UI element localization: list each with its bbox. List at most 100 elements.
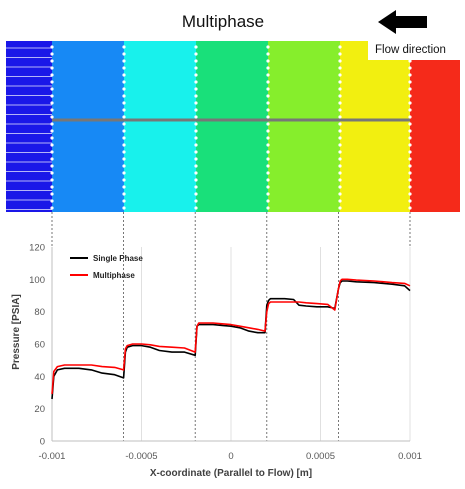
boundary-dot <box>122 73 126 77</box>
boundary-dot <box>194 150 198 154</box>
boundary-dot <box>122 136 126 140</box>
contour-band <box>52 41 124 212</box>
boundary-dot <box>266 45 270 49</box>
flow-arrow-icon <box>378 10 427 34</box>
boundary-dot <box>122 122 126 126</box>
contour-band <box>340 41 410 212</box>
boundary-dot <box>338 101 342 105</box>
boundary-dot <box>408 185 412 189</box>
boundary-dot <box>408 136 412 140</box>
boundary-dot <box>194 206 198 210</box>
y-tick-label: 20 <box>34 404 45 415</box>
boundary-dot <box>338 129 342 133</box>
y-tick-label: 80 <box>34 307 45 318</box>
x-tick-label: -0.0005 <box>125 451 157 462</box>
boundary-dot <box>50 136 54 140</box>
boundary-dot <box>122 66 126 70</box>
boundary-dot <box>266 171 270 175</box>
x-tick-label: 0 <box>228 451 233 462</box>
boundary-dot <box>122 129 126 133</box>
boundary-dot <box>408 199 412 203</box>
boundary-dot <box>50 52 54 56</box>
boundary-dot <box>122 185 126 189</box>
boundary-dot <box>338 59 342 63</box>
boundary-dot <box>50 73 54 77</box>
boundary-dot <box>122 52 126 56</box>
boundary-dot <box>338 52 342 56</box>
boundary-dot <box>50 122 54 126</box>
boundary-dot <box>194 122 198 126</box>
pressure-contour <box>6 41 460 212</box>
boundary-dot <box>194 101 198 105</box>
flow-direction-label: Flow direction <box>368 38 460 60</box>
y-tick-label: 60 <box>34 340 45 351</box>
boundary-dot <box>338 185 342 189</box>
boundary-dot <box>266 52 270 56</box>
boundary-dot <box>50 178 54 182</box>
boundary-dot <box>50 115 54 119</box>
boundary-dot <box>266 101 270 105</box>
boundary-dot <box>338 45 342 49</box>
boundary-dot <box>122 59 126 63</box>
boundary-dot <box>50 45 54 49</box>
boundary-dot <box>408 143 412 147</box>
boundary-dot <box>194 164 198 168</box>
section-guide-lines <box>51 212 411 441</box>
boundary-dot <box>50 164 54 168</box>
x-tick-label: 0.001 <box>398 451 422 462</box>
boundary-dot <box>194 108 198 112</box>
contour-band <box>268 41 340 212</box>
boundary-dot <box>194 80 198 84</box>
boundary-dot <box>338 136 342 140</box>
boundary-dot <box>122 80 126 84</box>
boundary-dot <box>122 87 126 91</box>
boundary-dot <box>338 122 342 126</box>
y-tick-label: 40 <box>34 372 45 383</box>
x-tick-label: -0.001 <box>39 451 66 462</box>
y-tick-label: 120 <box>29 243 45 254</box>
boundary-dot <box>408 122 412 126</box>
boundary-dot <box>266 80 270 84</box>
boundary-dot <box>194 45 198 49</box>
boundary-dot <box>338 80 342 84</box>
boundary-dot <box>408 157 412 161</box>
legend-label: Multiphase <box>93 271 135 280</box>
boundary-dot <box>194 87 198 91</box>
boundary-dot <box>50 150 54 154</box>
boundary-dot <box>50 101 54 105</box>
boundary-dot <box>122 101 126 105</box>
boundary-dot <box>408 164 412 168</box>
boundary-dot <box>408 73 412 77</box>
boundary-dot <box>266 206 270 210</box>
boundary-dot <box>266 108 270 112</box>
boundary-dot <box>122 171 126 175</box>
series-line-multiphase <box>51 278 411 395</box>
boundary-dot <box>122 178 126 182</box>
boundary-dot <box>50 129 54 133</box>
boundary-dot <box>408 108 412 112</box>
boundary-dot <box>338 108 342 112</box>
boundary-dot <box>50 108 54 112</box>
boundary-dot <box>408 150 412 154</box>
boundary-dot <box>194 52 198 56</box>
boundary-dot <box>50 157 54 161</box>
boundary-dot <box>266 164 270 168</box>
boundary-dot <box>338 66 342 70</box>
boundary-dot <box>338 192 342 196</box>
boundary-dot <box>338 206 342 210</box>
boundary-dot <box>408 94 412 98</box>
boundary-dot <box>408 115 412 119</box>
boundary-dot <box>122 143 126 147</box>
boundary-dot <box>266 185 270 189</box>
boundary-dot <box>122 206 126 210</box>
boundary-dot <box>194 192 198 196</box>
boundary-dot <box>266 115 270 119</box>
boundary-dot <box>266 192 270 196</box>
boundary-dot <box>408 59 412 63</box>
boundary-dot <box>50 192 54 196</box>
boundary-dot <box>50 66 54 70</box>
boundary-dot <box>408 66 412 70</box>
boundary-dot <box>194 185 198 189</box>
boundary-dot <box>122 192 126 196</box>
contour-band <box>410 41 460 212</box>
